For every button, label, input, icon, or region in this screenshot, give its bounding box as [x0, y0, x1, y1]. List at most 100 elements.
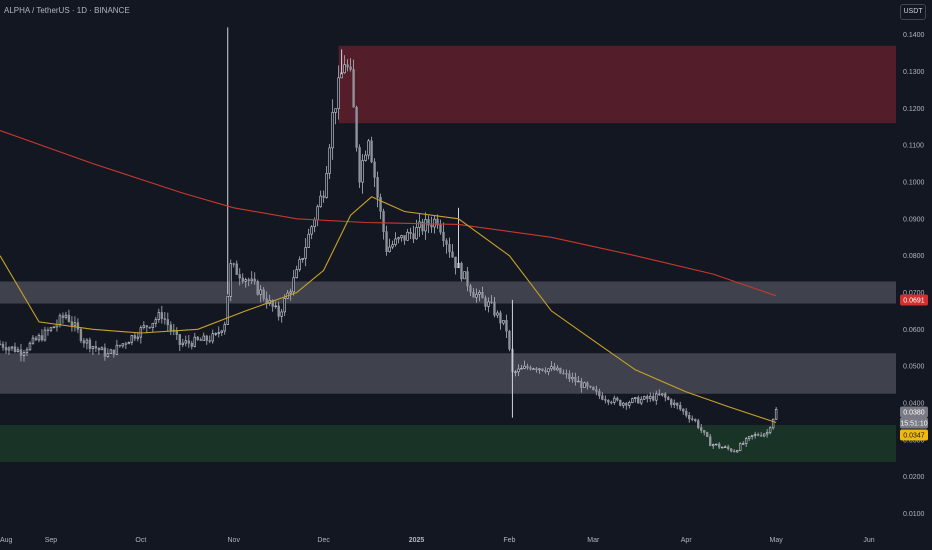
- candle-body: [343, 64, 346, 74]
- candle-body: [415, 227, 418, 240]
- candle-body: [184, 340, 187, 344]
- candle-body: [337, 77, 340, 109]
- candle-body: [43, 329, 47, 341]
- candle-body: [640, 398, 643, 404]
- y-tick-label: 0.0600: [903, 327, 925, 334]
- candle-body: [661, 393, 664, 396]
- candle-body: [709, 436, 712, 447]
- candle-body: [199, 339, 202, 341]
- zone-resistance: [338, 45, 896, 124]
- candle-body: [631, 398, 634, 403]
- candle-body: [352, 69, 355, 108]
- candle-body: [523, 365, 526, 369]
- y-axis: 0.1400 0.1300 0.1200 0.1100 0.1000 0.0900 0.08…: [903, 32, 925, 518]
- candle-body: [478, 291, 481, 295]
- candle-body: [475, 293, 478, 298]
- candle-body: [358, 147, 361, 183]
- candle-body: [220, 330, 223, 333]
- candle-body: [658, 393, 661, 396]
- candle-body: [715, 443, 718, 446]
- candle-body: [717, 443, 721, 448]
- candle-body: [547, 368, 550, 373]
- candle-body: [394, 238, 397, 245]
- candle-body: [238, 274, 241, 279]
- candle-body: [771, 418, 775, 429]
- candle-body: [583, 382, 586, 388]
- candle-body: [190, 342, 193, 347]
- candle-body: [607, 399, 610, 403]
- candle-body: [94, 346, 98, 349]
- candle-body: [481, 291, 484, 299]
- candle-body: [723, 446, 727, 448]
- candle-body: [319, 195, 322, 208]
- currency-button[interactable]: USDT: [900, 4, 926, 20]
- candle-body: [409, 231, 412, 234]
- candle-body: [400, 235, 403, 239]
- candle-body: [259, 289, 262, 295]
- candle-body: [526, 365, 529, 368]
- candle-body: [586, 382, 589, 387]
- candle-body: [649, 395, 652, 399]
- candle-body: [70, 321, 74, 326]
- candle-body: [406, 231, 409, 241]
- candle-body: [634, 397, 637, 399]
- candle-body: [759, 435, 763, 437]
- candle-body: [460, 262, 463, 280]
- candle-body: [346, 64, 349, 68]
- candle-body: [244, 279, 247, 282]
- candle-body: [538, 368, 541, 371]
- candle-body: [595, 389, 598, 392]
- candle-body: [376, 177, 379, 198]
- candle-body: [499, 312, 502, 324]
- y-tick-label: 0.0400: [903, 400, 925, 407]
- long-moving-average-line: [0, 129, 777, 297]
- candle-body: [610, 401, 613, 404]
- candle-body: [277, 305, 280, 317]
- zones-layer: [0, 45, 896, 462]
- candle-body: [580, 380, 583, 388]
- candle-body: [670, 399, 673, 405]
- candle-body: [217, 332, 220, 334]
- candle-body: [373, 161, 376, 178]
- x-tick-label: Feb: [503, 537, 515, 544]
- candle-body: [235, 263, 238, 275]
- x-tick-label: May: [770, 537, 784, 544]
- candle-body: [544, 370, 547, 373]
- candle-body: [568, 373, 571, 380]
- candle-body: [388, 246, 391, 252]
- candle-body: [682, 408, 685, 412]
- candle-body: [256, 281, 259, 295]
- candle-body: [514, 371, 517, 373]
- candle-body: [232, 263, 235, 265]
- candle-body: [712, 444, 715, 447]
- candle-body: [4, 347, 8, 351]
- candle-body: [280, 311, 283, 317]
- candle-body: [768, 427, 772, 433]
- candle-body: [688, 414, 691, 420]
- candle-body: [472, 291, 475, 298]
- candle-body: [601, 395, 604, 400]
- candle-body: [433, 218, 436, 228]
- candle-body: [562, 372, 565, 375]
- candle-body: [487, 301, 490, 307]
- candle-body: [697, 420, 700, 428]
- candle-body: [334, 108, 337, 113]
- candle-body: [115, 344, 119, 355]
- candle-body: [765, 432, 769, 435]
- candle-body: [753, 434, 757, 436]
- candle-body: [691, 418, 694, 420]
- candle-body: [46, 329, 50, 332]
- y-tick-label: 0.0700: [903, 290, 925, 297]
- candle-body: [58, 315, 62, 325]
- candle-body: [385, 231, 388, 252]
- candle-body: [247, 279, 250, 282]
- candle-body: [322, 195, 325, 198]
- candle-body: [313, 219, 316, 228]
- candle-body: [187, 340, 190, 344]
- candle-body: [421, 221, 424, 232]
- candle-body: [703, 430, 706, 433]
- candle-body: [364, 154, 367, 161]
- candle-body: [508, 330, 511, 350]
- candle-body: [106, 353, 110, 357]
